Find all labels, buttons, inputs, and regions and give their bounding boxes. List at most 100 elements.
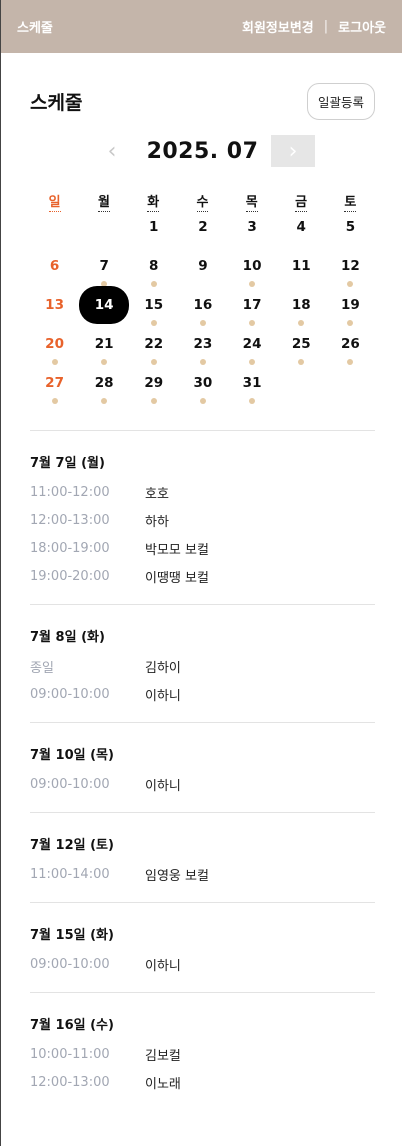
prev-month-button[interactable]: ‹ xyxy=(107,138,117,164)
empty-day-cell xyxy=(30,213,79,252)
schedule-item[interactable]: 10:00-11:00 김보컬 xyxy=(30,1040,375,1068)
schedule-item[interactable]: 11:00-12:00 호호 xyxy=(30,478,375,506)
day-number: 5 xyxy=(345,219,356,235)
schedule-date: 7월 16일 (수) xyxy=(30,1018,114,1033)
schedule-time: 12:00-13:00 xyxy=(30,512,110,528)
schedule-name: 이하니 xyxy=(145,688,181,704)
day-number: 14 xyxy=(79,286,130,324)
schedule-day-section: 7월 15일 (화) 09:00-10:00 이하니 xyxy=(30,902,375,992)
calendar-day[interactable]: 9 xyxy=(178,252,227,291)
calendar-day[interactable]: 21 xyxy=(79,330,129,369)
schedule-day-section: 7월 8일 (화) 종일 김하이 09:00-10:00 이하니 xyxy=(30,604,375,722)
calendar-day[interactable]: 15 xyxy=(129,291,178,330)
schedule-date: 7월 15일 (화) xyxy=(30,928,114,943)
schedule-item[interactable]: 19:00-20:00 이땡땡 보컬 xyxy=(30,562,375,590)
calendar-day[interactable]: 16 xyxy=(178,291,227,330)
schedule-name: 이노래 xyxy=(145,1076,181,1092)
day-number: 18 xyxy=(291,297,311,313)
weekday-label: 화 xyxy=(129,191,178,213)
schedule-time: 09:00-10:00 xyxy=(30,776,110,792)
calendar-day[interactable]: 29 xyxy=(129,369,178,408)
schedule-indicator-dot xyxy=(101,359,108,365)
calendar-day[interactable]: 3 xyxy=(228,213,277,252)
calendar-day[interactable]: 31 xyxy=(228,369,277,408)
schedule-item[interactable]: 09:00-10:00 이하니 xyxy=(30,770,375,798)
schedule-time: 10:00-11:00 xyxy=(30,1046,110,1062)
schedule-item[interactable]: 09:00-10:00 이하니 xyxy=(30,680,375,708)
weekday-label: 월 xyxy=(79,191,128,213)
day-number: 27 xyxy=(45,375,64,391)
day-number: 31 xyxy=(242,375,262,391)
schedule-time: 09:00-10:00 xyxy=(30,686,110,702)
schedule-day-section: 7월 12일 (토) 11:00-14:00 임영웅 보컬 xyxy=(30,812,375,902)
schedule-date: 7월 8일 (화) xyxy=(30,630,105,645)
calendar-day[interactable]: 6 xyxy=(30,252,79,291)
schedule-indicator-dot xyxy=(249,359,256,365)
calendar-day[interactable]: 11 xyxy=(277,252,326,291)
day-number: 13 xyxy=(45,297,64,313)
calendar-day[interactable]: 7 xyxy=(79,252,129,291)
calendar-day[interactable]: 14 xyxy=(79,286,130,330)
schedule-indicator-dot xyxy=(249,281,256,287)
schedule-indicator-dot xyxy=(51,398,58,404)
day-number: 6 xyxy=(49,258,60,274)
schedule-item[interactable]: 11:00-14:00 임영웅 보컬 xyxy=(30,860,375,888)
calendar-day[interactable]: 13 xyxy=(30,291,79,330)
calendar-day[interactable]: 26 xyxy=(326,330,375,369)
calendar-day[interactable]: 8 xyxy=(129,252,178,291)
schedule-name: 호호 xyxy=(145,486,169,502)
calendar-day[interactable]: 25 xyxy=(277,330,326,369)
schedule-indicator-dot xyxy=(199,320,206,326)
calendar-day[interactable]: 24 xyxy=(228,330,277,369)
schedule-name: 김하이 xyxy=(145,660,181,676)
day-number: 8 xyxy=(149,258,159,274)
calendar-day[interactable]: 20 xyxy=(30,330,79,369)
calendar-day[interactable]: 1 xyxy=(129,213,178,252)
schedule-item[interactable]: 종일 김하이 xyxy=(30,652,375,680)
calendar-day[interactable]: 22 xyxy=(129,330,178,369)
day-number: 7 xyxy=(99,258,109,274)
calendar-day[interactable]: 19 xyxy=(326,291,375,330)
day-number: 16 xyxy=(193,297,213,313)
schedule-item[interactable]: 12:00-13:00 이노래 xyxy=(30,1068,375,1096)
calendar-day[interactable]: 4 xyxy=(277,213,326,252)
day-number: 2 xyxy=(198,219,208,235)
schedule-indicator-dot xyxy=(298,359,305,365)
calendar-day[interactable]: 12 xyxy=(326,252,375,291)
calendar-day[interactable]: 17 xyxy=(228,291,277,330)
calendar-day[interactable]: 18 xyxy=(277,291,326,330)
header-separator: | xyxy=(323,19,329,34)
logout-link[interactable]: 로그아웃 xyxy=(338,21,386,36)
calendar-day[interactable]: 23 xyxy=(178,330,227,369)
schedule-name: 하하 xyxy=(145,514,169,530)
empty-day-cell xyxy=(79,213,129,252)
schedule-indicator-dot xyxy=(347,320,354,326)
day-number: 1 xyxy=(149,219,159,235)
calendar-day[interactable]: 5 xyxy=(326,213,375,252)
day-number: 21 xyxy=(94,336,114,352)
day-number: 28 xyxy=(94,375,114,391)
schedule-indicator-dot xyxy=(150,398,157,404)
schedule-item[interactable]: 18:00-19:00 박모모 보컬 xyxy=(30,534,375,562)
calendar-day[interactable]: 27 xyxy=(30,369,79,408)
calendar-day[interactable]: 10 xyxy=(228,252,277,291)
schedule-name: 김보컬 xyxy=(145,1048,181,1064)
schedule-indicator-dot xyxy=(101,398,108,404)
schedule-date: 7월 12일 (토) xyxy=(30,838,114,853)
profile-edit-link[interactable]: 회원정보변경 xyxy=(242,21,314,36)
schedule-time: 11:00-12:00 xyxy=(30,484,110,500)
app-brand[interactable]: 스케줄 xyxy=(17,21,53,36)
calendar-day[interactable]: 2 xyxy=(178,213,227,252)
schedule-item[interactable]: 09:00-10:00 이하니 xyxy=(30,950,375,978)
calendar-day[interactable]: 30 xyxy=(178,369,227,408)
weekday-label: 일 xyxy=(30,191,79,213)
day-number: 24 xyxy=(242,336,262,352)
day-number: 26 xyxy=(341,336,360,352)
schedule-item[interactable]: 12:00-13:00 하하 xyxy=(30,506,375,534)
schedule-time: 11:00-14:00 xyxy=(30,866,110,882)
bulk-register-button[interactable]: 일괄등록 xyxy=(306,82,375,120)
calendar-day[interactable]: 28 xyxy=(79,369,129,408)
schedule-day-section: 7월 7일 (월) 11:00-12:00 호호 12:00-13:00 하하 18:00… xyxy=(30,430,375,604)
next-month-button[interactable]: › xyxy=(271,135,315,167)
